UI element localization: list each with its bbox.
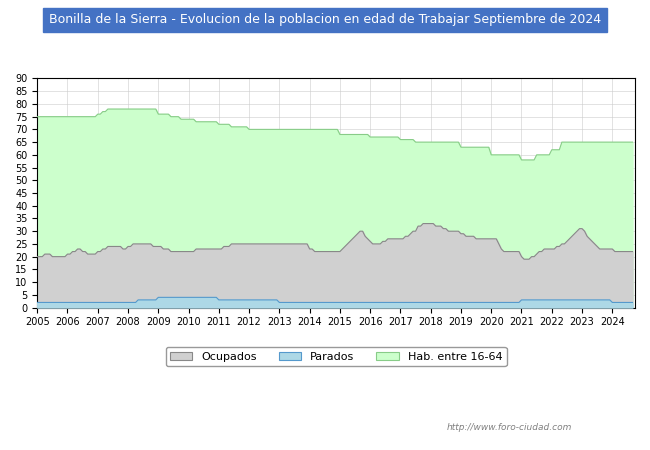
Text: Bonilla de la Sierra - Evolucion de la poblacion en edad de Trabajar Septiembre : Bonilla de la Sierra - Evolucion de la p… — [49, 14, 601, 27]
Text: http://www.foro-ciudad.com: http://www.foro-ciudad.com — [447, 423, 572, 432]
Legend: Ocupados, Parados, Hab. entre 16-64: Ocupados, Parados, Hab. entre 16-64 — [166, 347, 506, 366]
